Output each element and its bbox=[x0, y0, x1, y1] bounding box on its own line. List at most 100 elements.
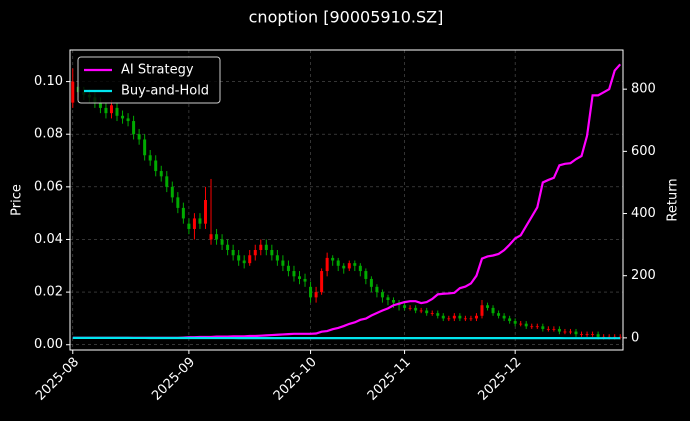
candle-body bbox=[132, 121, 136, 135]
candle-body bbox=[192, 218, 196, 229]
candle-body bbox=[231, 250, 235, 256]
candle-body bbox=[541, 326, 545, 329]
y-tick-label: 0.10 bbox=[34, 74, 63, 89]
candle-body bbox=[452, 315, 456, 319]
candle-body bbox=[170, 186, 174, 198]
candle-body bbox=[259, 244, 263, 250]
candle-body bbox=[408, 307, 412, 309]
y-tick-label: 0.08 bbox=[34, 127, 63, 142]
candle-body bbox=[513, 321, 517, 324]
candle-body bbox=[209, 234, 213, 240]
candle-body bbox=[425, 310, 429, 314]
candle-body bbox=[242, 260, 246, 264]
candle-body bbox=[176, 197, 180, 208]
y2-tick-label: 200 bbox=[631, 268, 656, 283]
candle-body bbox=[137, 134, 141, 140]
candle-body bbox=[524, 323, 528, 327]
candle-body bbox=[98, 102, 102, 108]
candle-body bbox=[109, 105, 113, 114]
y-tick-label: 0.04 bbox=[34, 232, 63, 247]
candle-body bbox=[596, 334, 600, 337]
candle-body bbox=[270, 250, 274, 256]
candle-body bbox=[275, 255, 279, 261]
candle-body bbox=[309, 286, 313, 298]
legend-label: Buy-and-Hold bbox=[121, 84, 209, 99]
candle-body bbox=[447, 318, 451, 320]
candle-body bbox=[474, 315, 478, 319]
candle-body bbox=[591, 334, 595, 336]
candle-body bbox=[336, 260, 340, 266]
candle-body bbox=[159, 171, 163, 177]
candle-body bbox=[154, 160, 158, 172]
candle-body bbox=[215, 234, 219, 240]
chart-title: cnoption [90005910.SZ] bbox=[249, 8, 444, 27]
candle-body bbox=[320, 271, 324, 293]
candle-body bbox=[347, 263, 351, 269]
y-tick-label: 0.06 bbox=[34, 179, 63, 194]
candle-body bbox=[237, 255, 241, 261]
candle-body bbox=[253, 250, 257, 256]
plot-frame bbox=[69, 49, 624, 351]
y-tick-label: 0.02 bbox=[34, 285, 63, 300]
legend-label: AI Strategy bbox=[121, 63, 194, 78]
candle-body bbox=[71, 81, 75, 103]
candle-body bbox=[303, 278, 307, 282]
candle-body bbox=[430, 313, 434, 314]
y2-tick-label: 0 bbox=[631, 330, 639, 345]
candle-body bbox=[203, 200, 207, 224]
candle-body bbox=[187, 223, 191, 229]
candle-body bbox=[353, 263, 357, 266]
candle-body bbox=[491, 307, 495, 314]
candle-body bbox=[148, 155, 152, 161]
legend-box bbox=[77, 56, 221, 104]
y-tick-label: 0.00 bbox=[34, 337, 63, 352]
candle-body bbox=[115, 107, 119, 116]
candle-body bbox=[297, 276, 301, 279]
y-axis-label: Price bbox=[10, 184, 25, 216]
candle-body bbox=[535, 326, 539, 328]
candle-body bbox=[519, 323, 523, 325]
candle-body bbox=[226, 244, 230, 250]
candle-body bbox=[414, 307, 418, 311]
candle-body bbox=[436, 313, 440, 316]
candle-body bbox=[143, 139, 147, 156]
candle-body bbox=[380, 292, 384, 298]
candle-body bbox=[165, 176, 169, 187]
y2-tick-label: 800 bbox=[631, 82, 656, 97]
candle-body bbox=[563, 331, 567, 333]
candle-body bbox=[281, 260, 285, 266]
candle-body bbox=[557, 328, 561, 332]
candle-body bbox=[342, 265, 346, 269]
candle-body bbox=[364, 271, 368, 279]
candle-body bbox=[198, 218, 202, 224]
candle-body bbox=[386, 297, 390, 300]
candle-body bbox=[580, 334, 584, 336]
candle-body bbox=[314, 292, 318, 298]
candle-body bbox=[458, 315, 462, 319]
candle-body bbox=[286, 265, 290, 272]
candle-body bbox=[104, 107, 108, 114]
candle-body bbox=[220, 239, 224, 245]
candle-body bbox=[331, 257, 335, 261]
y2-tick-label: 400 bbox=[631, 206, 656, 221]
candle-body bbox=[546, 328, 550, 330]
candle-body bbox=[325, 257, 329, 272]
candle-body bbox=[248, 255, 252, 264]
candle-body bbox=[469, 318, 473, 320]
candle-body bbox=[403, 305, 407, 308]
candle-body bbox=[530, 326, 534, 328]
candle-body bbox=[375, 286, 379, 293]
candle-body bbox=[552, 328, 556, 330]
candle-body bbox=[463, 318, 467, 320]
candle-body bbox=[264, 244, 268, 250]
candle-body bbox=[181, 207, 185, 219]
candle-body bbox=[441, 315, 445, 319]
candle-body bbox=[486, 305, 490, 308]
candle-body bbox=[508, 318, 512, 322]
candle-body bbox=[502, 315, 506, 319]
candle-body bbox=[126, 118, 130, 122]
y2-tick-label: 600 bbox=[631, 144, 656, 159]
candle-body bbox=[369, 278, 373, 287]
